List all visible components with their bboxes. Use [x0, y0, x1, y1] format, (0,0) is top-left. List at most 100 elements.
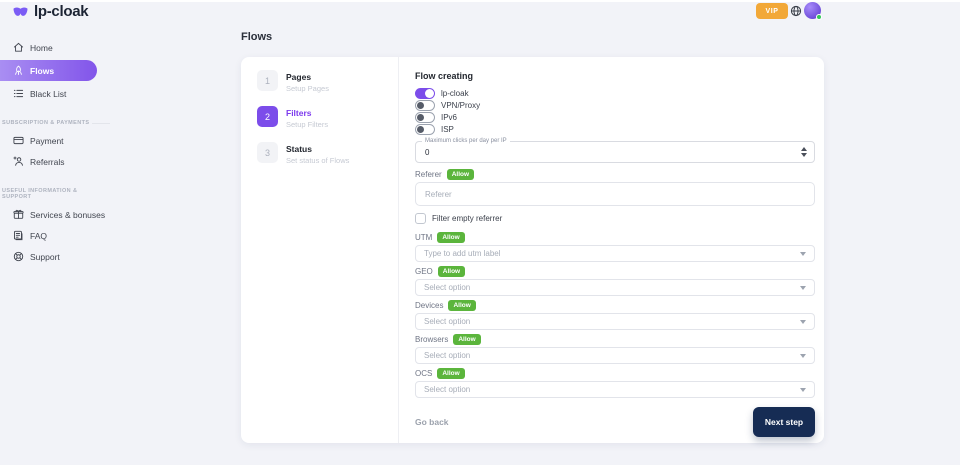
filter-empty-referrer-checkbox[interactable] — [415, 213, 426, 224]
step-subtitle: Setup Pages — [286, 84, 329, 93]
online-status-dot — [816, 14, 822, 20]
vip-button[interactable]: VIP — [756, 3, 788, 19]
flow-creating-card: 1 Pages Setup Pages 2 Filters Setup Filt… — [241, 57, 824, 443]
utm-select[interactable]: Type to add utm label — [415, 245, 815, 262]
step-title: Status — [286, 144, 312, 154]
step-number: 1 — [257, 70, 278, 91]
page-title: Flows — [241, 31, 273, 43]
toggle-knob — [417, 125, 424, 133]
step-filters[interactable]: 2 Filters Setup Filters — [257, 106, 398, 129]
step-pages[interactable]: 1 Pages Setup Pages — [257, 70, 398, 93]
step-subtitle: Setup Filters — [286, 120, 329, 129]
sidebar: Home Flows Black List SUBSCRIPTION & PAY… — [0, 30, 110, 267]
sidebar-item-label: Referrals — [30, 156, 65, 167]
services-icon — [13, 209, 24, 219]
form-footer: Go back Next step — [415, 407, 815, 437]
user-avatar[interactable] — [804, 2, 822, 20]
sidebar-section-useful-info: USEFUL INFORMATION & SUPPORT — [0, 188, 110, 200]
toggle-row-vpn-proxy: VPN/Proxy — [415, 99, 815, 111]
home-icon — [13, 42, 24, 52]
sidebar-item-services-bonuses[interactable]: Services & bonuses — [0, 204, 105, 225]
chevron-down-icon — [800, 387, 806, 392]
filters-form: Flow creating lp-cloak VPN/Proxy IPv6 IS… — [399, 57, 824, 443]
ocs-label-row: OCS Allow — [415, 367, 815, 379]
faq-icon — [14, 230, 23, 241]
step-status[interactable]: 3 Status Set status of Flows — [257, 142, 398, 165]
payment-icon — [13, 136, 24, 145]
referrals-icon — [13, 156, 23, 166]
next-step-button[interactable]: Next step — [753, 407, 815, 437]
geo-select[interactable]: Select option — [415, 279, 815, 296]
number-stepper-icon[interactable] — [801, 147, 807, 157]
toggle-label: IPv6 — [441, 112, 458, 122]
sidebar-item-label: FAQ — [30, 230, 48, 241]
referer-input[interactable] — [415, 182, 815, 206]
referer-label: Referer — [415, 169, 442, 179]
geo-label: GEO — [415, 266, 433, 276]
referer-allow-badge: Allow — [446, 168, 475, 180]
isp-toggle[interactable] — [415, 123, 435, 135]
utm-label-row: UTM Allow — [415, 231, 815, 243]
checkbox-label: Filter empty referrer — [432, 214, 503, 223]
sidebar-item-black-list[interactable]: Black List — [0, 83, 97, 104]
sidebar-item-label: Services & bonuses — [30, 209, 106, 220]
chevron-down-icon — [800, 251, 806, 256]
sidebar-item-flows[interactable]: Flows — [0, 60, 97, 81]
go-back-button[interactable]: Go back — [415, 417, 449, 427]
chevron-down-icon — [800, 285, 806, 290]
ocs-label: OCS — [415, 368, 433, 378]
browsers-select[interactable]: Select option — [415, 347, 815, 364]
sidebar-item-home[interactable]: Home — [0, 37, 97, 58]
stepper-down-icon — [801, 153, 807, 157]
vpn-proxy-toggle[interactable] — [415, 99, 435, 111]
devices-label: Devices — [415, 300, 444, 310]
section-divider — [92, 122, 110, 124]
ocs-select[interactable]: Select option — [415, 381, 815, 398]
form-title: Flow creating — [415, 71, 474, 81]
sidebar-item-label: Home — [30, 42, 53, 53]
toggle-row-ipv6: IPv6 — [415, 111, 815, 123]
toggle-knob — [425, 88, 434, 98]
top-white-strip — [0, 0, 960, 2]
ocs-placeholder: Select option — [424, 385, 471, 394]
step-title: Filters — [286, 108, 312, 118]
step-title: Pages — [286, 72, 312, 82]
sidebar-item-label: Flows — [30, 65, 55, 76]
sidebar-section-subscription-payments: SUBSCRIPTION & PAYMENTS — [0, 120, 110, 126]
utm-allow-badge: Allow — [437, 231, 465, 243]
devices-allow-badge: Allow — [448, 299, 476, 311]
toggle-label: ISP — [441, 124, 454, 134]
toggle-knob — [417, 101, 424, 109]
lp-cloak-toggle[interactable] — [415, 87, 435, 99]
geo-placeholder: Select option — [424, 283, 471, 292]
devices-select[interactable]: Select option — [415, 313, 815, 330]
step-number: 2 — [257, 106, 278, 127]
sidebar-item-referrals[interactable]: Referrals — [0, 151, 97, 172]
toggle-row-lp-cloak: lp-cloak — [415, 87, 815, 99]
bottom-white-strip — [0, 465, 960, 475]
toggle-row-isp: ISP — [415, 123, 815, 135]
chevron-down-icon — [800, 319, 806, 324]
utm-label: UTM — [415, 232, 433, 242]
max-clicks-label: Maximum clicks per day per IP — [422, 138, 510, 144]
referer-label-row: Referer Allow — [415, 168, 815, 180]
browsers-label: Browsers — [415, 334, 449, 344]
browsers-placeholder: Select option — [424, 351, 471, 360]
sidebar-item-label: Payment — [30, 135, 64, 146]
browsers-allow-badge: Allow — [453, 333, 481, 345]
app-logo[interactable]: lp-cloak — [12, 3, 89, 20]
max-clicks-input[interactable] — [416, 142, 755, 163]
sidebar-item-faq[interactable]: FAQ — [0, 225, 97, 246]
language-globe-icon[interactable] — [790, 5, 802, 17]
logo-text: lp-cloak — [34, 3, 89, 20]
black-list-icon — [13, 89, 24, 98]
step-subtitle: Set status of Flows — [286, 156, 350, 165]
sidebar-item-payment[interactable]: Payment — [0, 130, 97, 151]
mask-logo-icon — [12, 6, 29, 18]
ipv6-toggle[interactable] — [415, 111, 435, 123]
step-number: 3 — [257, 142, 278, 163]
toggle-label: VPN/Proxy — [441, 100, 481, 110]
sidebar-item-support[interactable]: Support — [0, 246, 97, 267]
geo-label-row: GEO Allow — [415, 265, 815, 277]
sidebar-item-label: Black List — [30, 88, 67, 99]
